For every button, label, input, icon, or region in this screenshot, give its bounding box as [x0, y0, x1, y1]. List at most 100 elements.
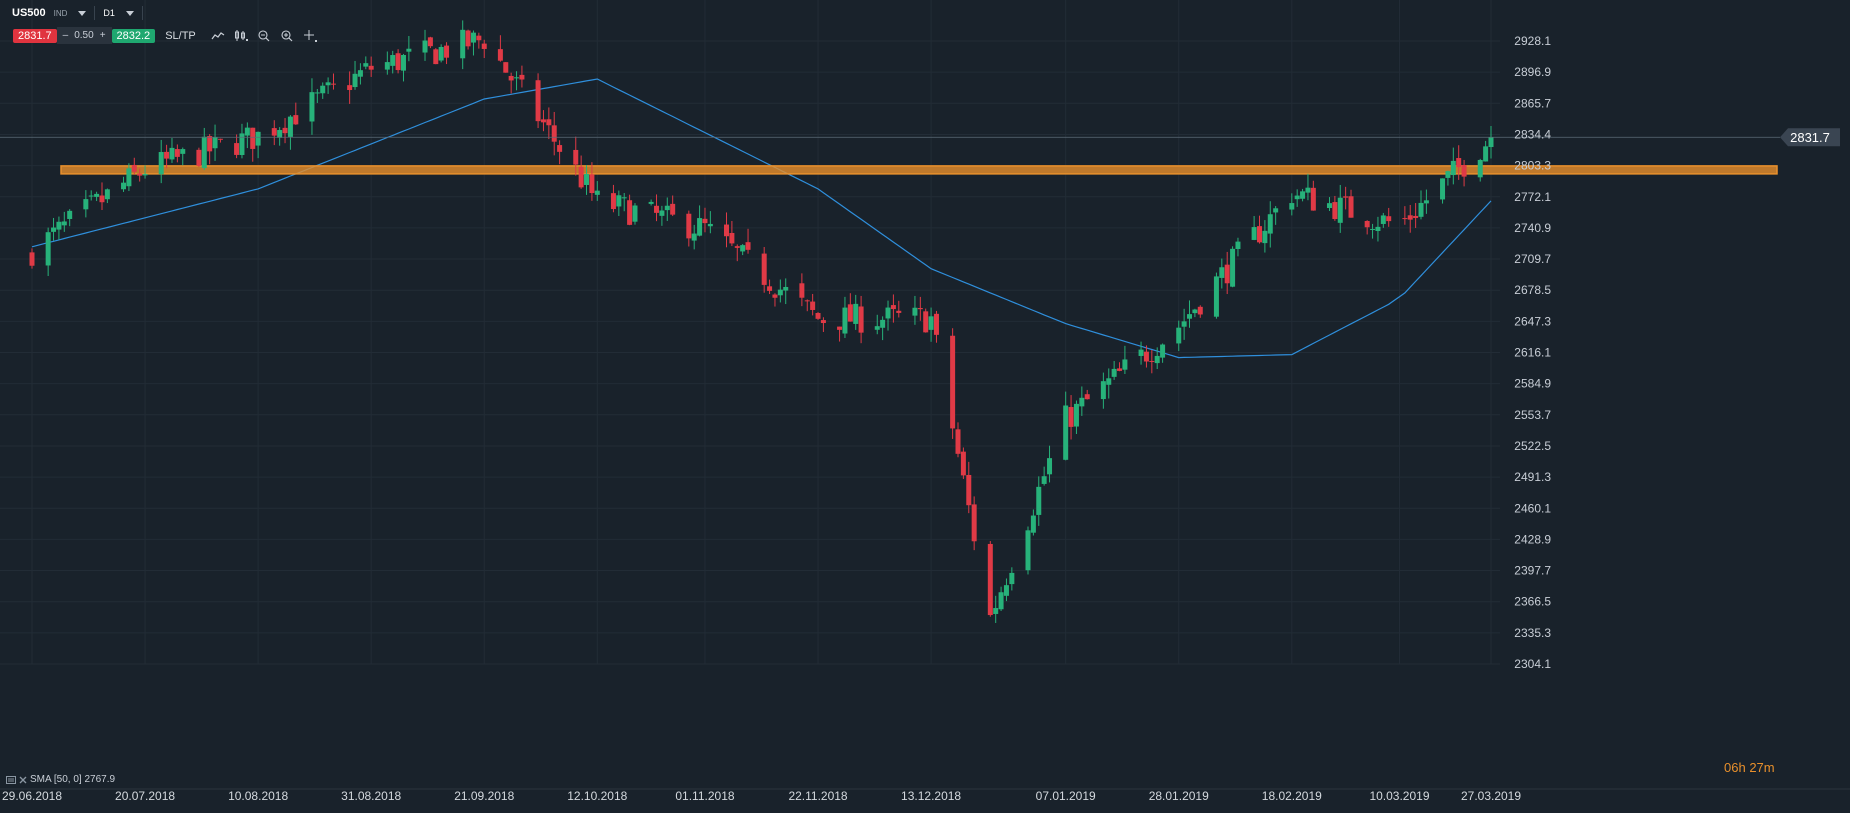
candle	[1219, 258, 1225, 289]
chevron-down-icon[interactable]	[125, 10, 134, 16]
price-tick-label: 2304.1	[1514, 657, 1551, 671]
candle-body	[584, 173, 590, 185]
candle-body	[1477, 159, 1483, 178]
crosshair-icon[interactable]	[302, 28, 319, 43]
candle-body	[352, 73, 358, 88]
current-price-tag	[1780, 128, 1840, 147]
candle	[250, 127, 256, 162]
candlestick-icon[interactable]	[233, 28, 250, 43]
decrease-button[interactable]: –	[62, 30, 69, 41]
candle	[514, 71, 520, 91]
candle-body	[1423, 200, 1429, 204]
candle-body	[1402, 218, 1408, 220]
candle-body	[406, 48, 412, 52]
candle-body	[820, 320, 826, 324]
candle-body	[1187, 314, 1193, 319]
candle	[772, 293, 778, 307]
candle	[94, 191, 100, 202]
date-tick-label: 10.08.2018	[228, 789, 288, 803]
buy-button[interactable]: 2832.2	[111, 28, 156, 43]
candle	[535, 73, 541, 129]
candle	[761, 247, 767, 293]
candle	[1332, 195, 1338, 221]
volume-stepper[interactable]: – 0.50 +	[56, 27, 112, 44]
increase-button[interactable]: +	[99, 30, 106, 41]
candle-body	[180, 149, 186, 154]
candle-body	[1267, 214, 1273, 234]
candle-body	[158, 152, 164, 175]
candle-body	[880, 319, 886, 328]
candle-body	[56, 221, 62, 230]
candle	[858, 295, 864, 344]
candle	[390, 50, 396, 74]
candle-body	[1192, 309, 1198, 314]
chevron-down-icon[interactable]	[78, 10, 87, 16]
candle-body	[767, 286, 773, 291]
candle	[400, 53, 406, 82]
candle-body	[94, 193, 100, 197]
candle-body	[131, 164, 137, 172]
candle	[56, 216, 62, 240]
candle-body	[729, 232, 735, 244]
candle-body	[702, 218, 708, 224]
candle	[51, 217, 57, 241]
candle	[1488, 126, 1494, 159]
symbol-name[interactable]: US500	[12, 7, 46, 19]
sell-button[interactable]: 2831.7	[13, 28, 57, 43]
candle-body	[664, 205, 670, 211]
candle-body	[121, 182, 127, 190]
candle	[616, 190, 622, 217]
indicator-settings-icon[interactable]	[6, 775, 16, 784]
candle	[1477, 158, 1483, 182]
candle	[1003, 578, 1009, 602]
price-tick-label: 2553.7	[1514, 408, 1551, 422]
candle-body	[1386, 216, 1392, 222]
zoom-out-icon[interactable]	[256, 28, 273, 43]
candle-body	[1009, 572, 1015, 585]
zoom-in-icon[interactable]	[279, 28, 296, 43]
candle-body	[390, 55, 396, 66]
candle-body	[648, 201, 654, 204]
timeframe-select[interactable]: D1	[103, 8, 115, 18]
candle	[293, 102, 299, 125]
candle	[460, 20, 466, 70]
candle-body	[589, 174, 595, 194]
candle	[627, 194, 633, 226]
candle-body	[169, 147, 175, 160]
candle-body	[670, 203, 676, 215]
candle-body	[287, 116, 293, 137]
candle	[648, 199, 654, 206]
date-tick-label: 07.01.2019	[1036, 789, 1096, 803]
candle	[734, 244, 740, 262]
candle	[255, 131, 261, 159]
date-tick-label: 20.07.2018	[115, 789, 175, 803]
sltp-button[interactable]: SL/TP	[165, 29, 196, 42]
candle-body	[363, 63, 369, 67]
volume-value[interactable]: 0.50	[74, 30, 94, 41]
date-tick-label: 21.09.2018	[454, 789, 514, 803]
price-tick-label: 2366.5	[1514, 595, 1551, 609]
candle	[1149, 350, 1155, 374]
candle	[1483, 140, 1489, 162]
candle	[632, 203, 638, 225]
candle	[546, 107, 552, 140]
candle	[142, 165, 148, 179]
candle-body	[1235, 241, 1241, 250]
line-chart-icon[interactable]	[210, 28, 227, 43]
candle	[1380, 212, 1386, 228]
candle-body	[610, 193, 616, 210]
resistance-zone	[60, 165, 1778, 175]
candle-body	[960, 451, 966, 476]
candle	[853, 294, 859, 330]
close-icon[interactable]	[19, 776, 27, 784]
candle-body	[654, 205, 660, 213]
candle-body	[1036, 486, 1042, 515]
candle-body	[1483, 146, 1489, 162]
candle-body	[1488, 137, 1494, 148]
candle-body	[783, 286, 789, 291]
candle	[1176, 320, 1182, 352]
candle-body	[799, 283, 805, 298]
candle	[196, 147, 202, 167]
candle-body	[244, 127, 250, 136]
